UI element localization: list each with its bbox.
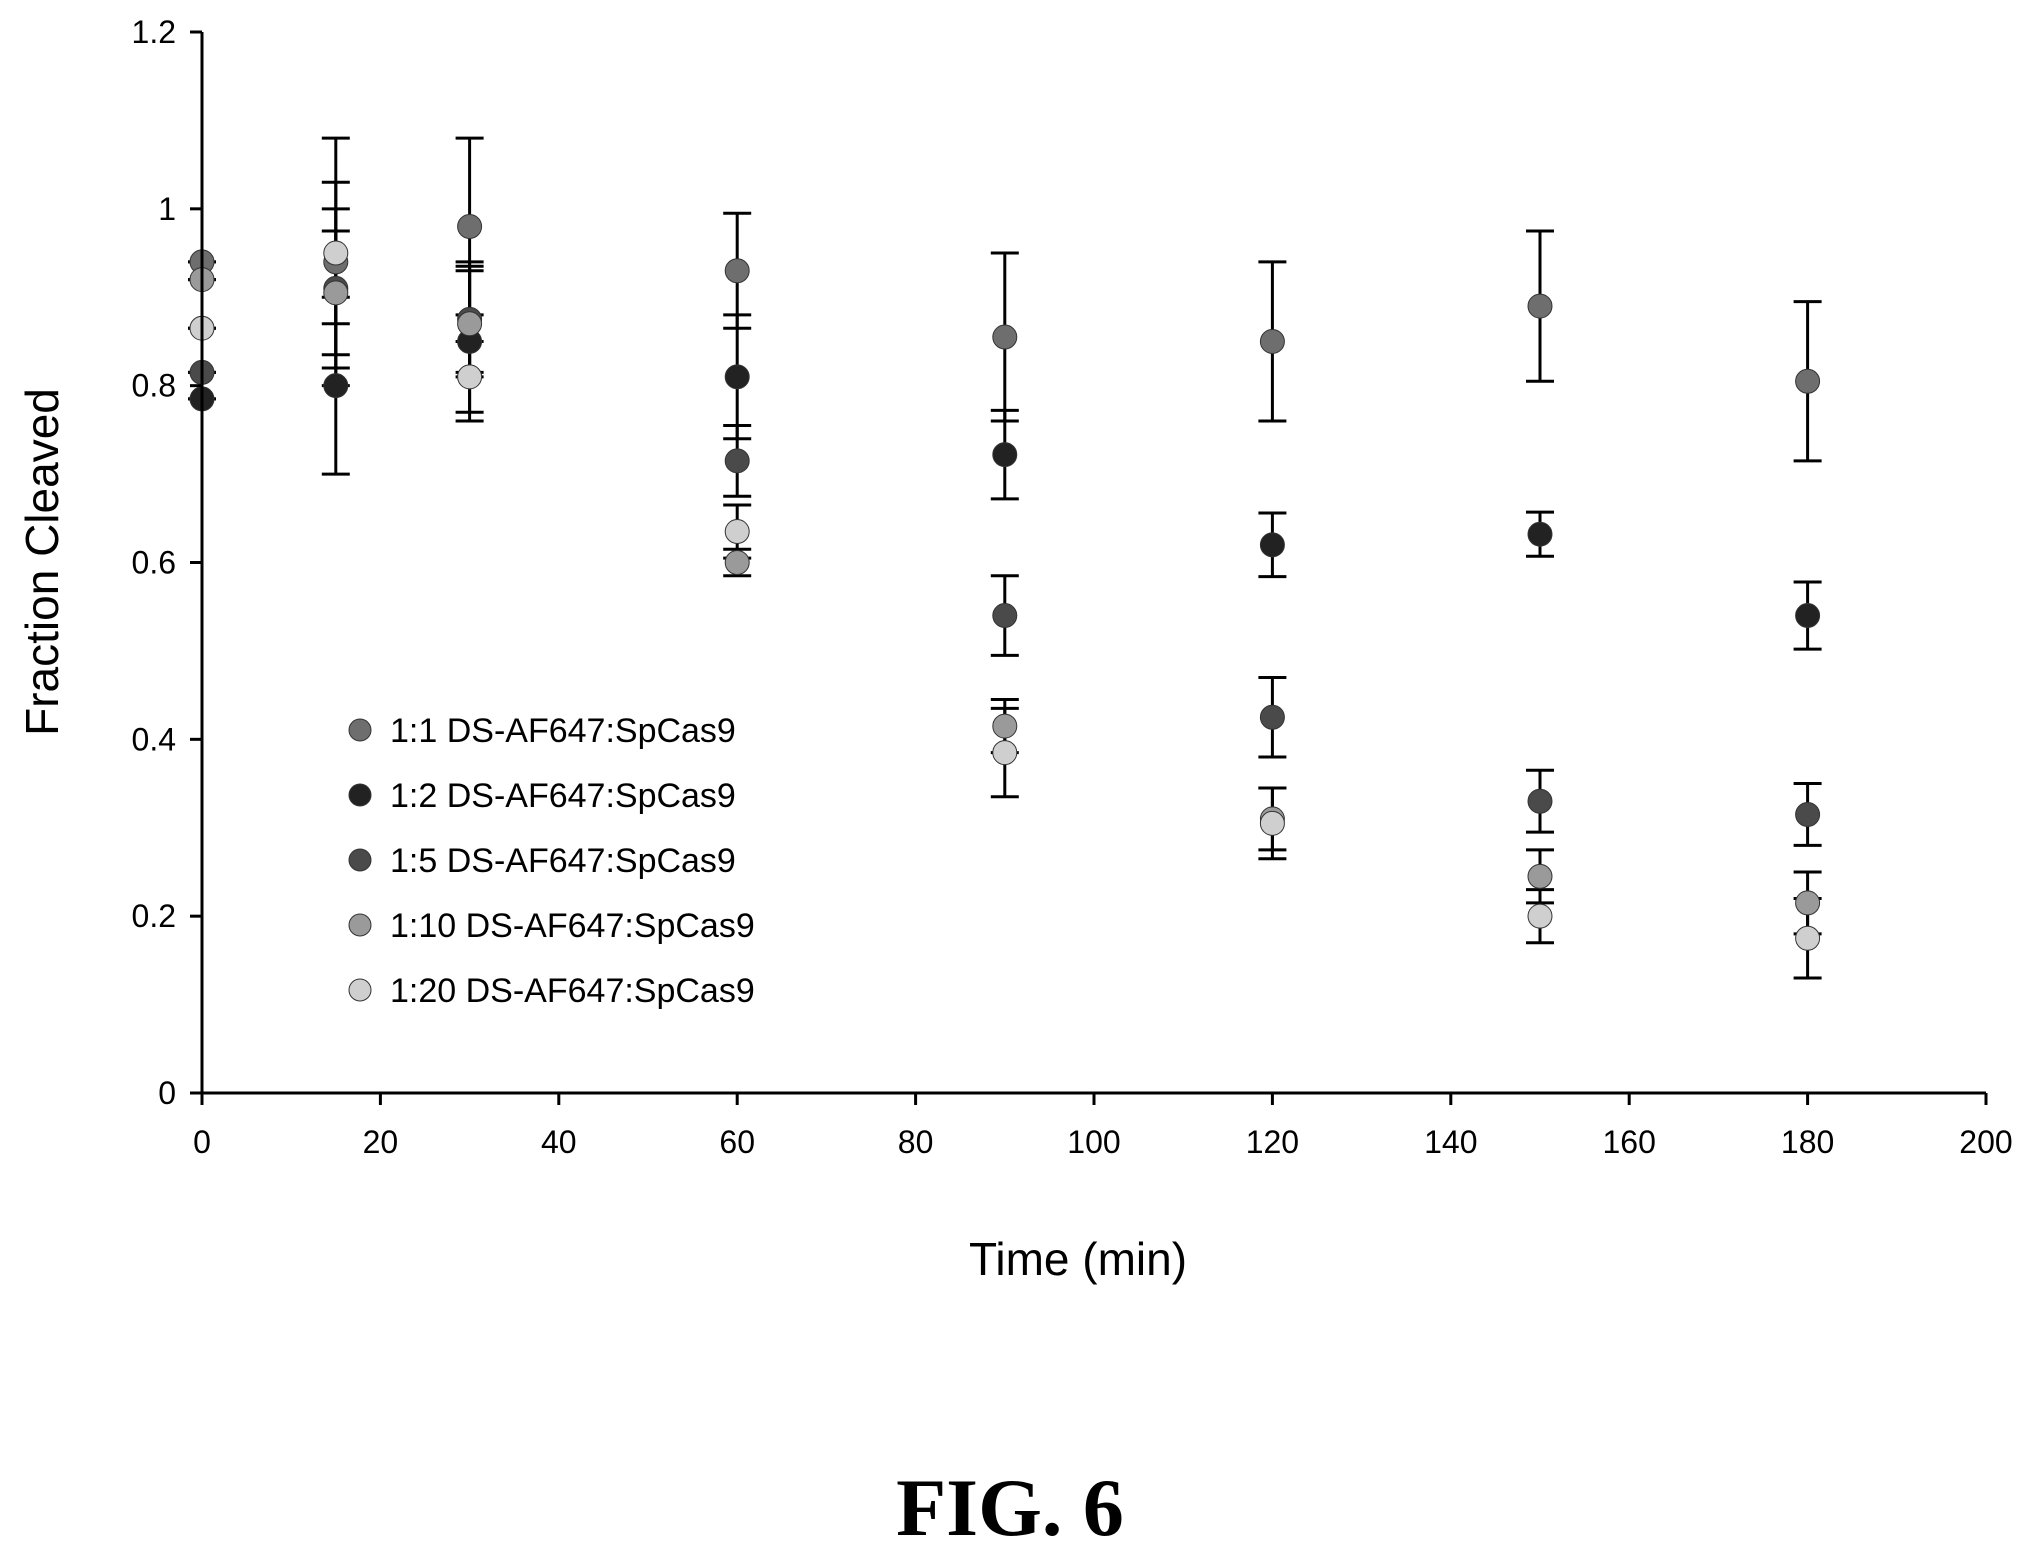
x-tick-label: 120 [1246,1124,1299,1160]
data-point [724,258,750,284]
legend-label: 1:20 DS-AF647:SpCas9 [390,972,755,1010]
legend-marker [348,978,372,1002]
y-tick-label: 0.6 [132,545,176,581]
data-point [1795,603,1821,629]
data-point [457,214,483,240]
data-point [724,519,750,545]
data-point [323,280,349,306]
y-tick-label: 1.2 [132,14,176,50]
data-point [992,740,1018,766]
legend-marker [348,848,372,872]
y-ticks: 0 0.2 0.4 0.6 0.8 1 1.2 [132,14,202,1111]
legend-label: 1:2 DS-AF647:SpCas9 [390,777,736,815]
data-point [1259,328,1285,354]
x-tick-label: 60 [719,1124,755,1160]
data-point [724,550,750,575]
data-point [724,448,750,474]
data-point [457,364,483,390]
axes: 0 0.2 0.4 0.6 0.8 1 1.2 0 20 40 60 80 100 120 140 160 1… [132,14,2013,1160]
y-tick-label: 0.4 [132,721,176,757]
x-ticks: 0 20 40 60 80 100 120 140 160 180 200 [193,1093,2013,1160]
data-point [1527,788,1553,814]
legend-marker [348,913,372,937]
x-tick-label: 80 [898,1124,934,1160]
data-point [992,324,1018,350]
data-point [1795,801,1821,827]
legend: 1:1 DS-AF647:SpCas9 1:2 DS-AF647:SpCas9 1:… [348,712,755,1010]
data-point [992,713,1018,739]
x-tick-label: 140 [1424,1124,1477,1160]
data-point [1795,368,1821,394]
legend-marker [348,783,372,807]
x-tick-label: 0 [193,1124,211,1160]
data-point [1795,925,1821,951]
y-tick-label: 1 [158,191,176,227]
legend-label: 1:5 DS-AF647:SpCas9 [390,842,736,880]
legend-marker [348,718,372,742]
data-point [1259,704,1285,730]
x-tick-label: 100 [1067,1124,1120,1160]
data-point [1527,521,1553,547]
data-point [323,240,349,266]
x-axis-title: Time (min) [969,1233,1187,1285]
y-tick-label: 0.8 [132,368,176,404]
legend-label: 1:1 DS-AF647:SpCas9 [390,712,736,750]
x-tick-label: 160 [1603,1124,1656,1160]
y-tick-label: 0.2 [132,898,176,934]
x-tick-label: 200 [1959,1124,2012,1160]
data-point [992,603,1018,629]
data-point [1527,293,1553,319]
data-point [323,373,349,399]
y-axis-title: Fraction Cleaved [16,388,68,736]
data-point [1795,890,1821,916]
y-tick-label: 0 [158,1075,176,1111]
data-point [1259,810,1285,836]
plot-area [188,136,1822,980]
x-tick-label: 20 [363,1124,399,1160]
data-points [189,214,1821,951]
legend-label: 1:10 DS-AF647:SpCas9 [390,907,755,945]
data-point [457,311,483,337]
data-point [1527,863,1553,889]
data-point [1259,532,1285,558]
data-point [992,442,1018,468]
data-point [1527,903,1553,929]
figure-caption: FIG. 6 [896,1462,1124,1551]
data-point [724,364,750,390]
x-tick-label: 180 [1781,1124,1834,1160]
x-tick-label: 40 [541,1124,577,1160]
